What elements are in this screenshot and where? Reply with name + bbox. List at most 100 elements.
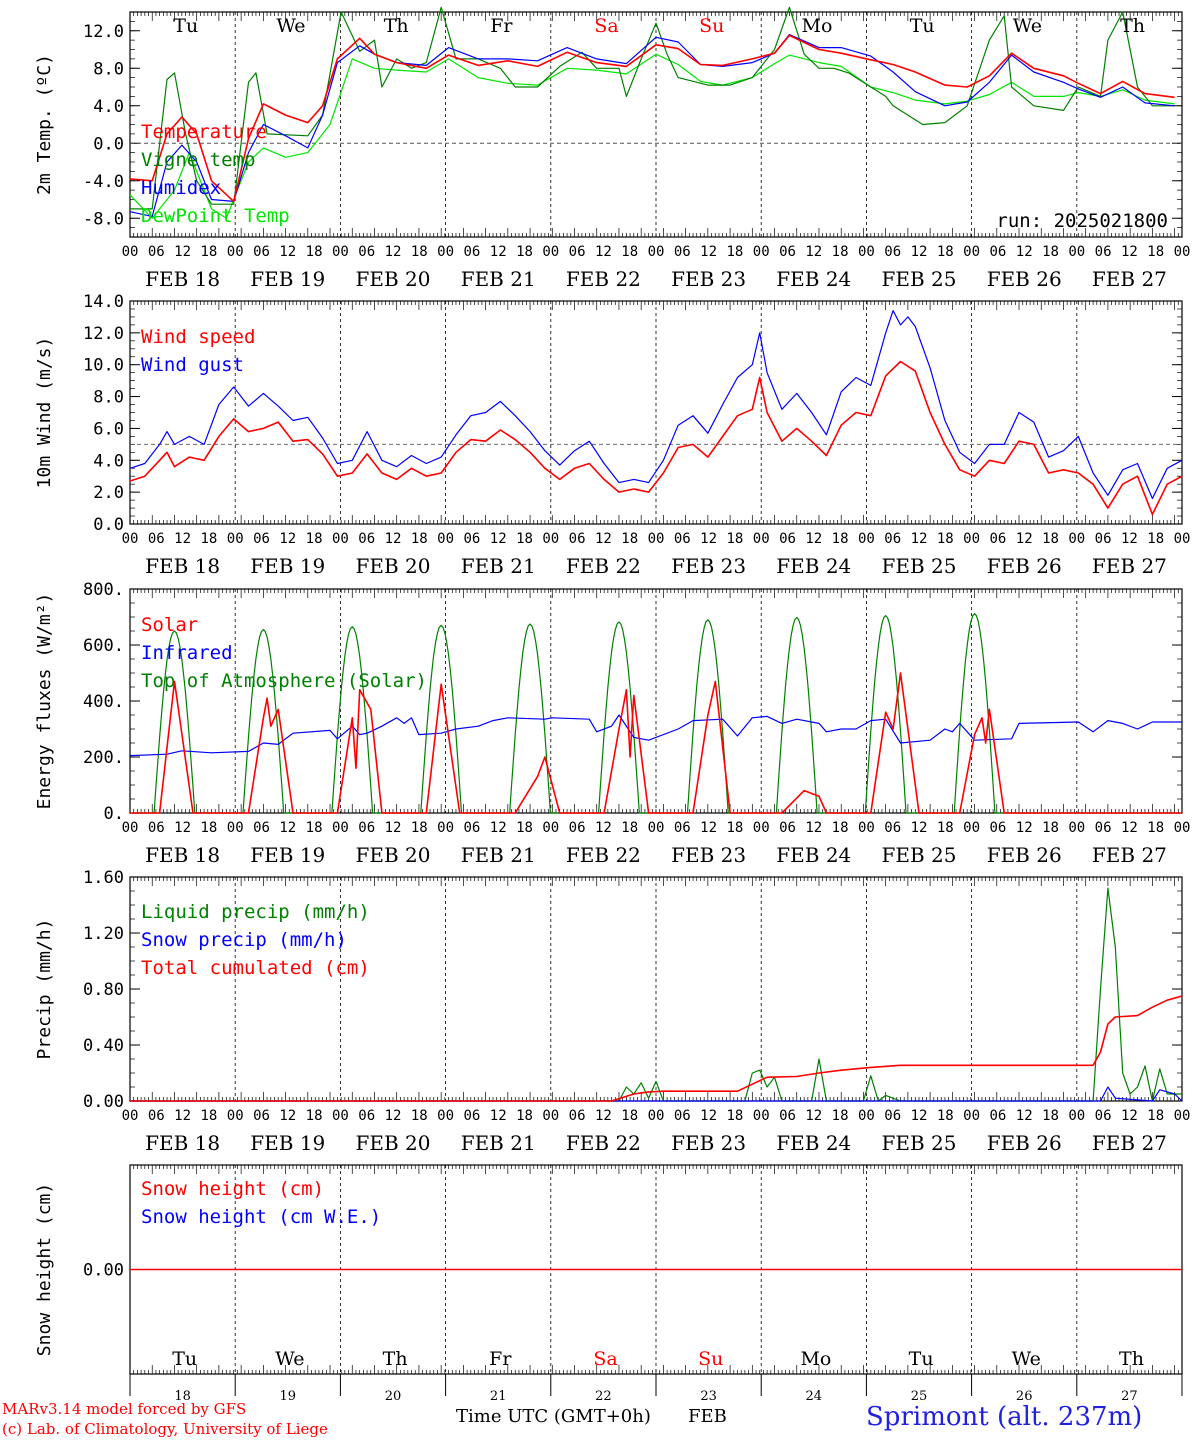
x-day-label: FEB 19 [250, 554, 325, 578]
x-hour-label: 12 [490, 244, 507, 260]
x-hour-label: 00 [648, 1108, 665, 1124]
x-hour-label: 06 [1095, 531, 1112, 547]
x-day-label: FEB 27 [1092, 267, 1167, 291]
x-day-label: FEB 21 [461, 843, 536, 867]
x-hour-label: 06 [463, 1108, 480, 1124]
x-hour-label: 00 [542, 1108, 559, 1124]
day-number-label: 19 [280, 1389, 297, 1404]
x-hour-label: 18 [200, 244, 217, 260]
x-hour-label: 00 [227, 244, 244, 260]
y-tick-label: -8.0 [83, 209, 124, 229]
x-hour-label: 06 [463, 244, 480, 260]
day-of-week-label: We [275, 1348, 304, 1370]
x-hour-label: 06 [358, 1108, 375, 1124]
x-hour-label: 06 [358, 244, 375, 260]
day-number-label: 23 [700, 1389, 717, 1404]
series-line-temperature [129, 34, 1175, 203]
y-tick-label: 6.0 [93, 419, 124, 439]
x-hour-label: 12 [1121, 820, 1138, 836]
x-hour-label: 06 [674, 820, 691, 836]
x-hour-label: 00 [1068, 1108, 1085, 1124]
x-hour-label: 00 [1174, 820, 1191, 836]
day-number-label: 20 [385, 1389, 402, 1404]
x-hour-label: 12 [385, 244, 402, 260]
x-hour-label: 18 [516, 1108, 533, 1124]
x-hour-label: 06 [569, 244, 586, 260]
x-hour-label: 00 [1068, 531, 1085, 547]
day-of-week-label: Sa [593, 1348, 617, 1370]
x-hour-label: 06 [884, 820, 901, 836]
x-hour-label: 12 [174, 820, 191, 836]
x-hour-label: 00 [963, 1108, 980, 1124]
x-hour-label: 06 [779, 820, 796, 836]
x-day-label: FEB 24 [776, 267, 851, 291]
x-hour-label: 18 [1042, 531, 1059, 547]
x-day-label: FEB 25 [882, 554, 957, 578]
x-hour-label: 12 [385, 820, 402, 836]
model-credit: MARv3.14 model forced by GFS [2, 1400, 247, 1418]
day-number-label: 24 [806, 1389, 823, 1404]
legend-entry: Solar [141, 614, 198, 636]
y-tick-label: 0.40 [83, 1036, 124, 1056]
x-hour-label: 18 [832, 1108, 849, 1124]
x-day-label: FEB 23 [671, 267, 746, 291]
y-axis-label: Snow height (cm) [34, 1183, 55, 1356]
x-day-label: FEB 20 [356, 267, 431, 291]
x-hour-label: 06 [463, 531, 480, 547]
x-day-label: FEB 25 [882, 267, 957, 291]
series-line-total-cumulated-cm- [130, 995, 1183, 1102]
x-hour-label: 18 [411, 1108, 428, 1124]
y-tick-label: 4.0 [93, 451, 124, 471]
x-hour-label: 06 [148, 1108, 165, 1124]
x-hour-label: 06 [989, 820, 1006, 836]
x-day-label: FEB 22 [566, 1131, 641, 1155]
x-day-label: FEB 19 [250, 843, 325, 867]
x-hour-label: 12 [805, 1108, 822, 1124]
run-annotation: run: 2025021800 [996, 210, 1168, 232]
x-hour-label: 00 [122, 531, 139, 547]
x-hour-label: 18 [200, 1108, 217, 1124]
x-hour-label: 18 [937, 244, 954, 260]
x-hour-label: 12 [1121, 1108, 1138, 1124]
y-tick-label: 200. [83, 748, 124, 768]
x-hour-label: 18 [516, 244, 533, 260]
x-hour-label: 00 [227, 820, 244, 836]
day-number-label: 27 [1121, 1389, 1138, 1404]
x-day-label: FEB 19 [250, 267, 325, 291]
x-hour-label: 06 [779, 244, 796, 260]
legend-entry: Infrared [141, 642, 233, 664]
x-hour-label: 00 [753, 1108, 770, 1124]
y-tick-label: 1.60 [83, 868, 124, 888]
panel-snow: 0.00 Snow height (cm) Snow height (cm) Snow… [34, 1164, 1183, 1404]
y-tick-label: 4.0 [93, 97, 124, 117]
series-line-infrared [129, 714, 1182, 757]
x-day-label: FEB 24 [776, 554, 851, 578]
x-day-label: FEB 26 [987, 843, 1062, 867]
x-hour-label: 18 [726, 1108, 743, 1124]
legend-entry: Liquid precip (mm/h) [141, 901, 370, 923]
x-hour-label: 12 [385, 531, 402, 547]
x-hour-label: 12 [700, 1108, 717, 1124]
x-hour-label: 06 [674, 244, 691, 260]
x-hour-label: 06 [779, 1108, 796, 1124]
x-hour-label: 12 [595, 244, 612, 260]
x-hour-label: 12 [595, 531, 612, 547]
x-hour-label: 06 [463, 820, 480, 836]
x-hour-label: 00 [437, 531, 454, 547]
x-axis-title: Time UTC (GMT+0h) [456, 1406, 651, 1427]
x-hour-label: 06 [884, 244, 901, 260]
x-hour-label: 12 [279, 1108, 296, 1124]
legend-entry: Wind speed [141, 326, 255, 348]
x-hour-label: 12 [805, 820, 822, 836]
x-hour-label: 12 [911, 531, 928, 547]
legend-entry: Humidex [141, 177, 221, 199]
y-axis-label: Energy fluxes (W/m²) [34, 593, 55, 810]
x-hour-label: 18 [1042, 1108, 1059, 1124]
x-hour-label: 12 [1016, 820, 1033, 836]
x-hour-label: 00 [1068, 820, 1085, 836]
x-day-label: FEB 22 [566, 267, 641, 291]
y-axis-label: Precip (mm/h) [34, 919, 55, 1060]
x-hour-label: 12 [911, 244, 928, 260]
day-of-week-label: Fr [490, 15, 513, 37]
panel-precip: 0.00 0.40 0.80 1.20 1.60 Precip (mm/h) Liquid … [34, 868, 1190, 1155]
